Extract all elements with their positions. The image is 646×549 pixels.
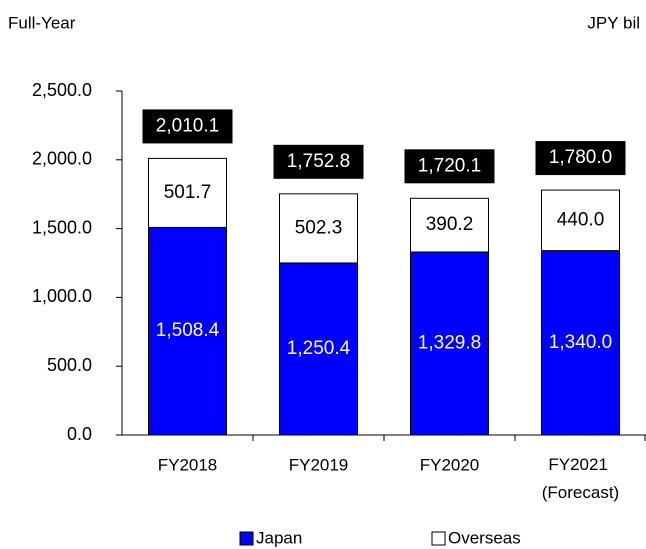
y-tick-label: 1,500.0 — [32, 217, 92, 237]
bar-segment — [541, 189, 620, 252]
bar-segment — [279, 193, 358, 264]
bar-segment — [279, 262, 358, 436]
legend-swatch — [431, 531, 446, 546]
total-label-box — [535, 141, 626, 176]
legend-label: Japan — [256, 528, 302, 547]
bar-segment — [410, 197, 489, 253]
data-label: 501.7 — [164, 182, 212, 203]
legend-swatch — [239, 531, 254, 546]
x-tick-label: FY2020 — [420, 455, 480, 474]
data-label: 1,250.4 — [287, 338, 351, 359]
chart-title: Full-Year — [8, 13, 76, 32]
y-tick-label: 500.0 — [47, 355, 92, 375]
y-tick-label: 1,000.0 — [32, 286, 92, 306]
x-tick-label: FY2018 — [158, 455, 218, 474]
data-label: 440.0 — [557, 209, 605, 230]
total-label: 1,780.0 — [549, 147, 612, 168]
bar-segment — [410, 251, 489, 436]
total-label-box — [404, 149, 495, 184]
data-label: 1,508.4 — [156, 320, 220, 341]
bar-segment — [148, 226, 227, 436]
data-label: 502.3 — [295, 217, 343, 238]
total-label: 1,720.1 — [418, 155, 481, 176]
total-label: 1,752.8 — [287, 151, 350, 172]
y-tick-label: 0.0 — [67, 424, 92, 444]
total-label: 2,010.1 — [156, 115, 219, 136]
x-tick-label: FY2021 (Forecast) — [542, 455, 619, 502]
y-tick-label: 2,500.0 — [32, 80, 92, 100]
total-label-box — [273, 144, 364, 179]
bar-segment — [541, 250, 620, 436]
x-tick-label: FY2019 — [289, 455, 349, 474]
data-label: 390.2 — [426, 214, 474, 235]
data-label: 1,329.8 — [418, 333, 481, 354]
legend-label: Overseas — [448, 528, 521, 547]
y-tick-label: 2,000.0 — [32, 149, 92, 169]
unit-label: JPY bil — [587, 13, 640, 32]
total-label-box — [142, 109, 233, 144]
data-label: 1,340.0 — [549, 332, 612, 353]
bar-segment — [148, 157, 227, 228]
